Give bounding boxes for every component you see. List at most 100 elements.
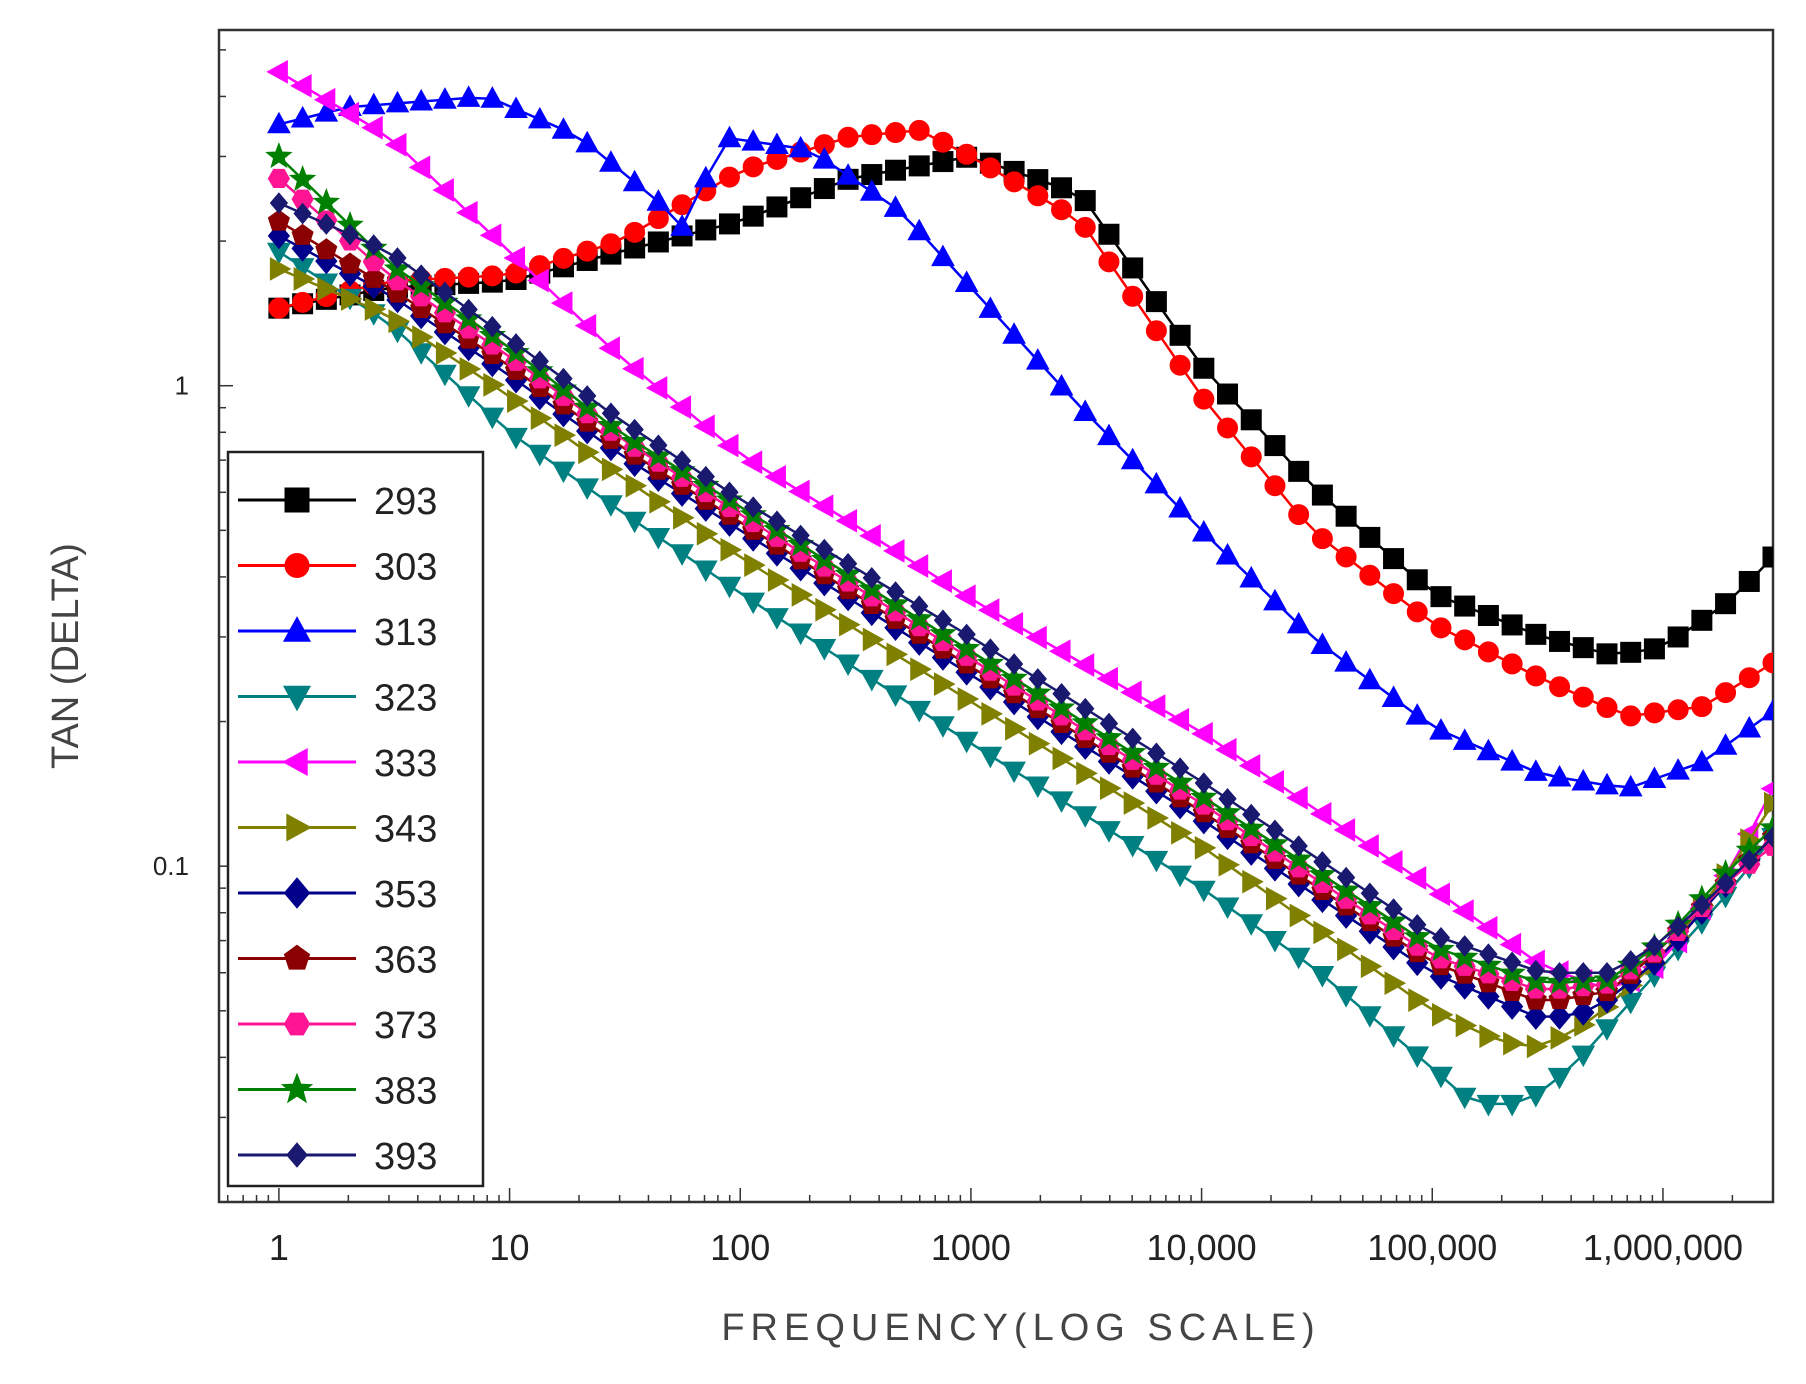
data-marker [744, 553, 766, 577]
data-marker [314, 100, 339, 122]
data-marker [910, 595, 929, 617]
data-marker [1097, 821, 1121, 843]
data-marker [1762, 546, 1773, 568]
series-323 [267, 242, 1773, 1117]
data-marker [1525, 665, 1547, 687]
data-marker [1332, 875, 1360, 903]
data-marker [933, 609, 953, 632]
series-line [278, 250, 1773, 1106]
data-marker [957, 623, 976, 646]
data-marker [481, 265, 503, 287]
data-marker [1336, 866, 1356, 889]
data-marker [1074, 216, 1096, 238]
data-marker [340, 223, 360, 246]
data-marker [597, 411, 625, 438]
data-marker [1284, 844, 1313, 872]
data-marker [527, 268, 549, 293]
data-marker [1123, 727, 1142, 750]
data-marker [1170, 757, 1190, 779]
data-marker [1549, 630, 1571, 652]
data-marker [435, 341, 458, 365]
data-marker [1360, 882, 1379, 905]
data-marker [931, 716, 955, 738]
legend-label: 343 [374, 809, 437, 851]
data-marker [718, 213, 740, 235]
data-marker [1169, 354, 1191, 376]
data-marker [981, 638, 1000, 660]
data-marker [742, 156, 764, 178]
data-marker [530, 406, 553, 430]
data-marker [1334, 650, 1358, 672]
x-axis-title: FREQUENCY(LOG SCALE) [721, 1307, 1320, 1349]
data-marker [1597, 961, 1617, 984]
data-marker [283, 1012, 311, 1036]
data-marker [506, 333, 526, 355]
data-marker [1452, 1087, 1477, 1110]
data-marker [1240, 446, 1262, 468]
data-marker [575, 478, 600, 500]
data-marker [1025, 625, 1047, 650]
data-marker [1144, 850, 1169, 873]
data-marker [835, 508, 858, 533]
data-marker [1262, 769, 1284, 794]
data-marker [1048, 639, 1071, 664]
data-marker [1596, 643, 1618, 665]
data-marker [881, 589, 910, 616]
data-marker [1547, 765, 1572, 787]
data-marker [412, 264, 431, 286]
data-marker [480, 86, 505, 108]
data-marker [1147, 806, 1169, 830]
x-tick-label: 10 [490, 1227, 530, 1268]
data-marker [1169, 324, 1191, 346]
data-marker [862, 567, 881, 589]
data-marker [433, 87, 457, 109]
data-marker [1405, 703, 1430, 725]
data-marker [1167, 707, 1190, 732]
data-marker [1239, 565, 1264, 588]
data-marker [1215, 897, 1240, 920]
data-marker [1335, 505, 1357, 527]
data-marker [716, 433, 739, 458]
data-marker [859, 523, 881, 548]
data-marker [578, 385, 597, 407]
data-marker [622, 511, 647, 534]
data-marker [1027, 185, 1049, 207]
data-marker [282, 616, 312, 642]
legend-label: 383 [374, 1071, 437, 1113]
data-marker [1215, 542, 1240, 565]
series-293 [268, 146, 1773, 665]
series-313 [267, 85, 1773, 797]
legend-label: 333 [374, 743, 437, 785]
data-marker [1120, 835, 1145, 858]
data-marker [1073, 806, 1098, 828]
data-marker [283, 944, 311, 970]
data-marker [956, 143, 978, 165]
legend-label: 323 [374, 678, 437, 720]
data-marker [1360, 954, 1383, 979]
data-marker [1076, 761, 1098, 786]
data-marker [1643, 702, 1665, 724]
legend-label: 313 [374, 612, 437, 654]
data-marker [695, 219, 717, 241]
data-marker [766, 196, 788, 218]
data-marker [1191, 721, 1213, 746]
data-marker [551, 117, 576, 139]
data-marker [1403, 922, 1431, 949]
data-marker [838, 552, 858, 575]
data-marker [1479, 1024, 1501, 1049]
data-marker [459, 298, 478, 321]
data-marker [337, 101, 360, 126]
data-marker [696, 521, 719, 546]
data-marker [1761, 698, 1773, 721]
x-tick-label: 100 [710, 1227, 770, 1268]
data-marker [1379, 906, 1408, 934]
series-line [278, 220, 1773, 1002]
data-marker [813, 178, 835, 200]
data-marker [1550, 1025, 1573, 1050]
data-marker [1194, 836, 1217, 860]
data-marker [886, 581, 905, 603]
data-marker [576, 240, 598, 262]
data-marker [598, 336, 620, 361]
data-marker [1503, 1031, 1525, 1056]
